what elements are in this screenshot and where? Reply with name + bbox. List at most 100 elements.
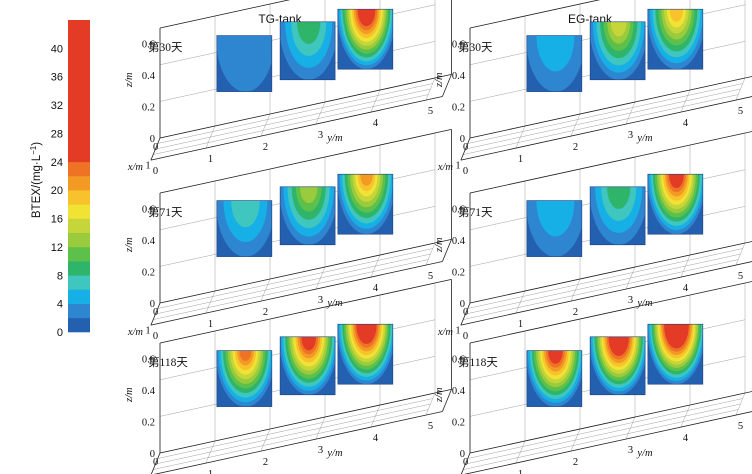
x-tick-label: 0 xyxy=(153,142,158,153)
y-tick-label: 4 xyxy=(683,118,689,129)
colorbar-band xyxy=(68,161,90,177)
axis-line xyxy=(442,389,452,412)
contour-band xyxy=(361,9,372,19)
floor-grid-line xyxy=(157,398,433,459)
contour-band xyxy=(231,200,260,228)
axis-line xyxy=(460,261,752,326)
floor-grid-line xyxy=(467,398,743,459)
axis-line xyxy=(460,96,752,161)
x-axis-label: x/m xyxy=(437,162,454,173)
z-axis-label: z/m xyxy=(124,72,135,88)
floor-grid-line xyxy=(463,409,739,470)
slice-outline xyxy=(337,173,394,235)
colorbar-title: BTEX/(mg·L−1) xyxy=(29,142,44,218)
y-tick-label: 2 xyxy=(573,457,578,468)
y-tick-label: 5 xyxy=(738,106,743,117)
y-tick-label: 3 xyxy=(318,295,323,306)
z-tick-label: 0.6 xyxy=(452,204,465,215)
z-tick-label: 0.2 xyxy=(142,102,155,113)
colorbar-band xyxy=(68,232,90,248)
slice-outline xyxy=(647,173,704,235)
colorbar-tick-label: 36 xyxy=(51,72,63,84)
z-tick-label: 0.4 xyxy=(142,71,156,82)
slice-outline xyxy=(647,323,704,385)
y-tick-label: 4 xyxy=(683,433,689,444)
contour-band xyxy=(536,35,575,72)
y-tick-label: 0 xyxy=(153,166,158,177)
floor-grid-line xyxy=(463,259,739,320)
floor-grid-line xyxy=(465,88,741,150)
floor-grid-line xyxy=(153,409,429,470)
colorbar-band xyxy=(68,275,90,290)
slice-outline xyxy=(526,200,583,257)
colorbar-band xyxy=(68,289,90,304)
floor-grid-line xyxy=(735,392,746,416)
slice-outline xyxy=(216,35,273,92)
y-tick-label: 3 xyxy=(628,445,633,456)
z-tick-label: 0.4 xyxy=(452,236,466,247)
slice-outline xyxy=(526,35,583,92)
slice-outline xyxy=(589,336,646,396)
axis-line xyxy=(150,137,161,161)
y-tick-label: 3 xyxy=(318,445,323,456)
contour-band xyxy=(303,336,314,347)
colorbar-tick-label: 40 xyxy=(51,43,63,55)
slice-outline xyxy=(216,350,273,407)
y-tick-label: 3 xyxy=(628,295,633,306)
panel-day-label: 第30天 xyxy=(148,40,183,54)
slice-outline xyxy=(279,186,336,246)
x-tick-label: 0 xyxy=(463,457,468,468)
y-axis-label: y/m xyxy=(326,298,343,309)
contour-band xyxy=(669,9,684,22)
floor-grid-line xyxy=(153,94,429,155)
axis-line xyxy=(469,281,752,344)
axis-line xyxy=(442,239,452,262)
z-tick-label: 0.2 xyxy=(452,417,465,428)
y-tick-label: 1 xyxy=(208,319,213,330)
contour-band xyxy=(361,324,372,334)
contour-band xyxy=(671,324,681,333)
axis-line xyxy=(460,452,471,474)
axis-line xyxy=(159,0,291,29)
floor-grid-line xyxy=(157,83,433,144)
contour-band xyxy=(297,21,321,44)
x-tick-label: 0 xyxy=(463,307,468,318)
axis-line xyxy=(159,129,452,194)
z-tick-label: 0 xyxy=(150,134,155,145)
axis-line xyxy=(154,411,443,474)
contour-band xyxy=(550,350,561,360)
z-axis-label: z/m xyxy=(124,237,135,253)
z-tick-label: 0 xyxy=(460,449,465,460)
slice-outline xyxy=(526,350,583,407)
axis-line xyxy=(159,279,452,344)
colorbar-band xyxy=(68,105,90,134)
floor-grid-line xyxy=(467,83,743,144)
z-tick-label: 0.2 xyxy=(142,267,155,278)
y-tick-label: 2 xyxy=(263,307,268,318)
floor-grid-line xyxy=(155,253,431,315)
axis-line xyxy=(469,391,752,454)
colorbar-tick-label: 28 xyxy=(51,128,63,140)
slice-outline xyxy=(279,21,336,81)
y-tick-label: 2 xyxy=(263,142,268,153)
axis-line xyxy=(150,452,161,474)
colorbar-tick-label: 32 xyxy=(51,100,63,112)
contour-band xyxy=(607,186,631,209)
y-tick-label: 4 xyxy=(683,283,689,294)
z-tick-label: 0.2 xyxy=(452,267,465,278)
y-axis-label: y/m xyxy=(326,448,343,459)
colorbar-band xyxy=(68,20,90,49)
floor-grid-line xyxy=(155,88,431,150)
z-tick-label: 0 xyxy=(150,299,155,310)
colorbar-band xyxy=(68,48,90,78)
colorbar-tick-label: 20 xyxy=(51,185,63,197)
x-axis-label: x/m xyxy=(127,162,144,173)
x-tick-label: 0 xyxy=(463,142,468,153)
z-tick-label: 0.6 xyxy=(142,39,155,50)
z-tick-label: 0.2 xyxy=(452,102,465,113)
slice-outline xyxy=(589,186,646,246)
